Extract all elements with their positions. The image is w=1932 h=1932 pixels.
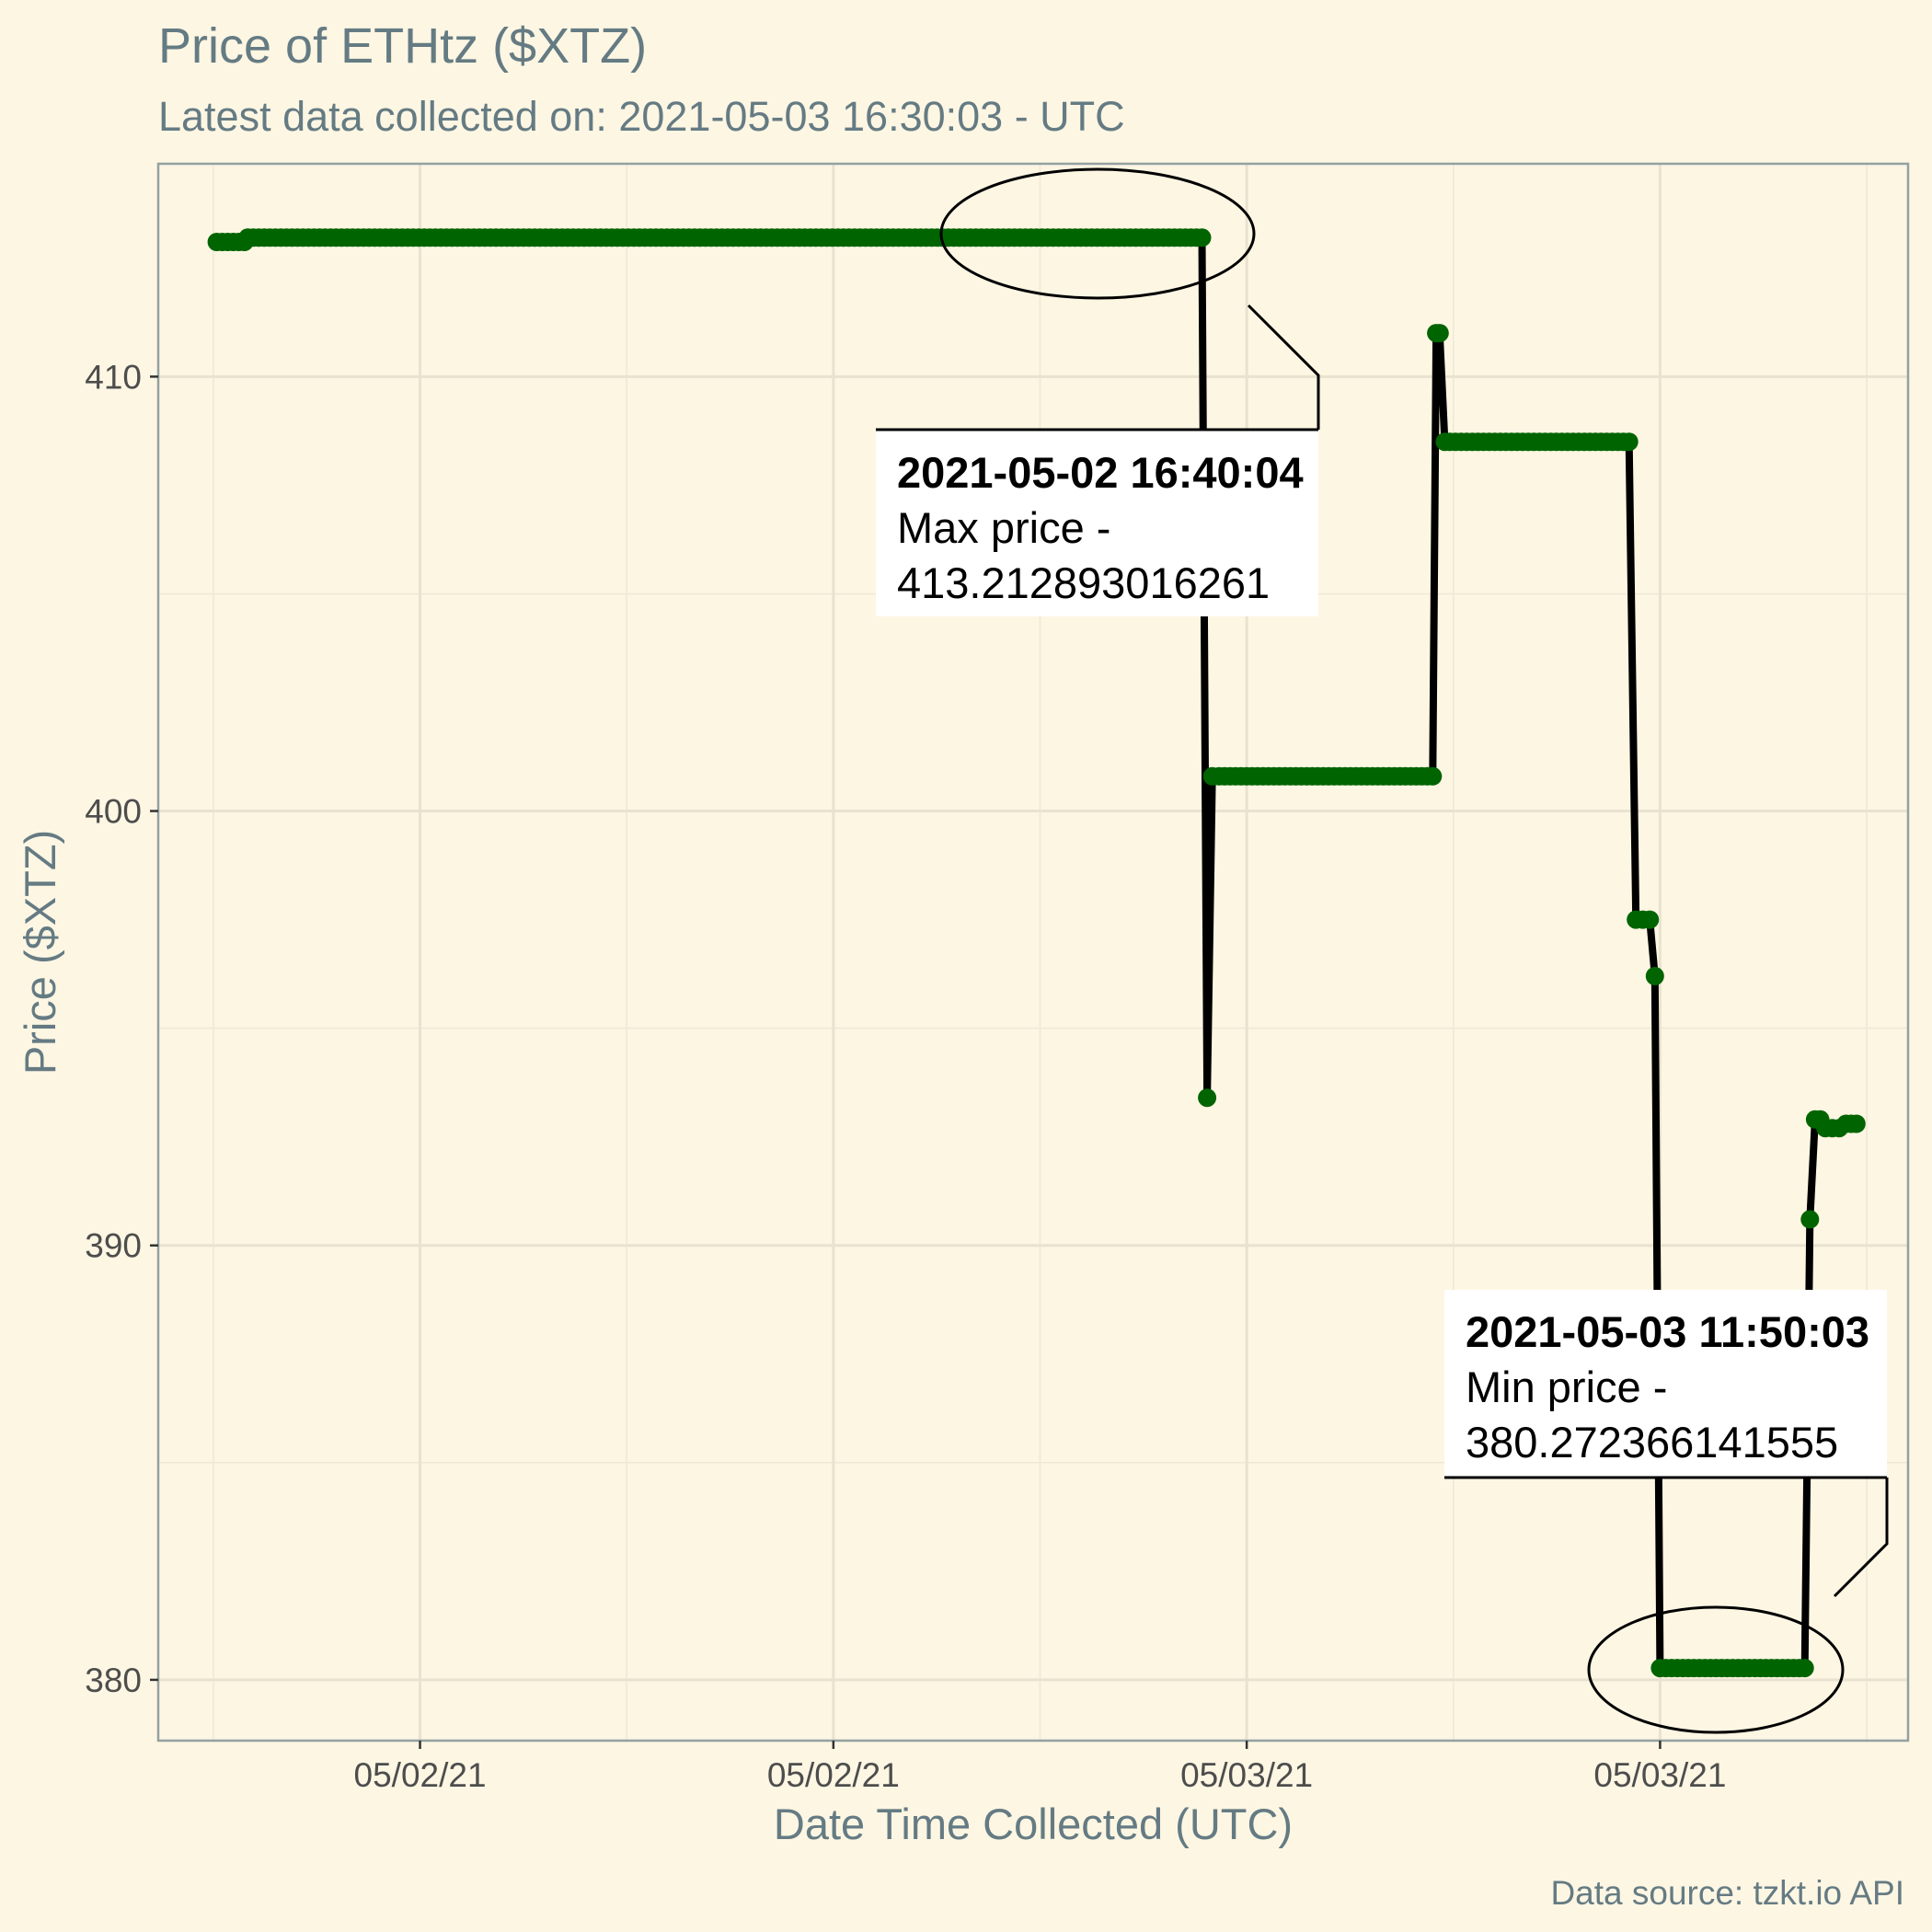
price-point: [1668, 1659, 1687, 1678]
x-tick-label: 05/03/21: [1593, 1756, 1726, 1794]
price-point: [1619, 432, 1639, 452]
price-point: [1423, 766, 1443, 786]
price-point: [238, 228, 258, 247]
price-point: [1627, 910, 1646, 929]
min-label-box: [1444, 1290, 1887, 1478]
min-callout-line: [1833, 1478, 1889, 1598]
max-callout-line: [1247, 304, 1320, 430]
x-axis-label: Date Time Collected (UTC): [774, 1800, 1293, 1848]
x-tick-label: 05/02/21: [354, 1756, 487, 1794]
min-label-value: 380.272366141555: [1466, 1418, 1838, 1466]
price-point: [1198, 1088, 1217, 1108]
max-label-caption: Max price -: [897, 503, 1110, 552]
price-point: [207, 233, 226, 251]
min-label-caption: Min price -: [1466, 1363, 1667, 1411]
price-points: [207, 228, 1866, 1678]
price-point: [1441, 432, 1459, 452]
price-point: [1640, 910, 1660, 929]
price-point: [1210, 766, 1229, 786]
min-annotation: 2021-05-03 11:50:03 Min price - 380.2723…: [1444, 1290, 1889, 1734]
grid: [158, 164, 1908, 1741]
chart-title: Price of ETHtz ($XTZ): [158, 18, 647, 74]
y-tick-label: 400: [85, 793, 142, 831]
max-label-box: [876, 430, 1318, 616]
price-point: [1192, 228, 1212, 247]
data-source-caption: Data source: tzkt.io API: [1550, 1874, 1904, 1912]
max-annotation: 2021-05-02 16:40:04 Max price - 413.2128…: [876, 167, 1320, 616]
price-point: [1650, 1659, 1670, 1678]
y-tick-label: 410: [85, 358, 142, 396]
price-point: [1800, 1210, 1820, 1229]
max-highlight-ellipse: [939, 167, 1256, 300]
y-axis: 380 390 400 410: [85, 358, 158, 1699]
price-point: [1645, 967, 1664, 985]
x-tick-label: 05/03/21: [1180, 1756, 1313, 1794]
price-point: [1795, 1659, 1814, 1678]
max-label-value: 413.212893016261: [897, 558, 1270, 607]
x-axis: 05/02/21 05/02/21 05/03/21 05/03/21: [354, 1741, 1726, 1794]
min-label-time: 2021-05-03 11:50:03: [1466, 1307, 1869, 1356]
min-highlight-ellipse: [1587, 1605, 1845, 1734]
price-point: [1430, 324, 1449, 343]
price-point: [1846, 1114, 1866, 1133]
y-tick-label: 380: [85, 1662, 142, 1699]
y-axis-label: Price ($XTZ): [16, 830, 64, 1075]
x-tick-label: 05/02/21: [767, 1756, 900, 1794]
chart-subtitle: Latest data collected on: 2021-05-03 16:…: [158, 93, 1125, 140]
y-tick-label: 390: [85, 1227, 142, 1265]
panel-border: [156, 162, 1910, 1742]
max-label-time: 2021-05-02 16:40:04: [897, 448, 1304, 497]
price-point: [1816, 1119, 1835, 1138]
